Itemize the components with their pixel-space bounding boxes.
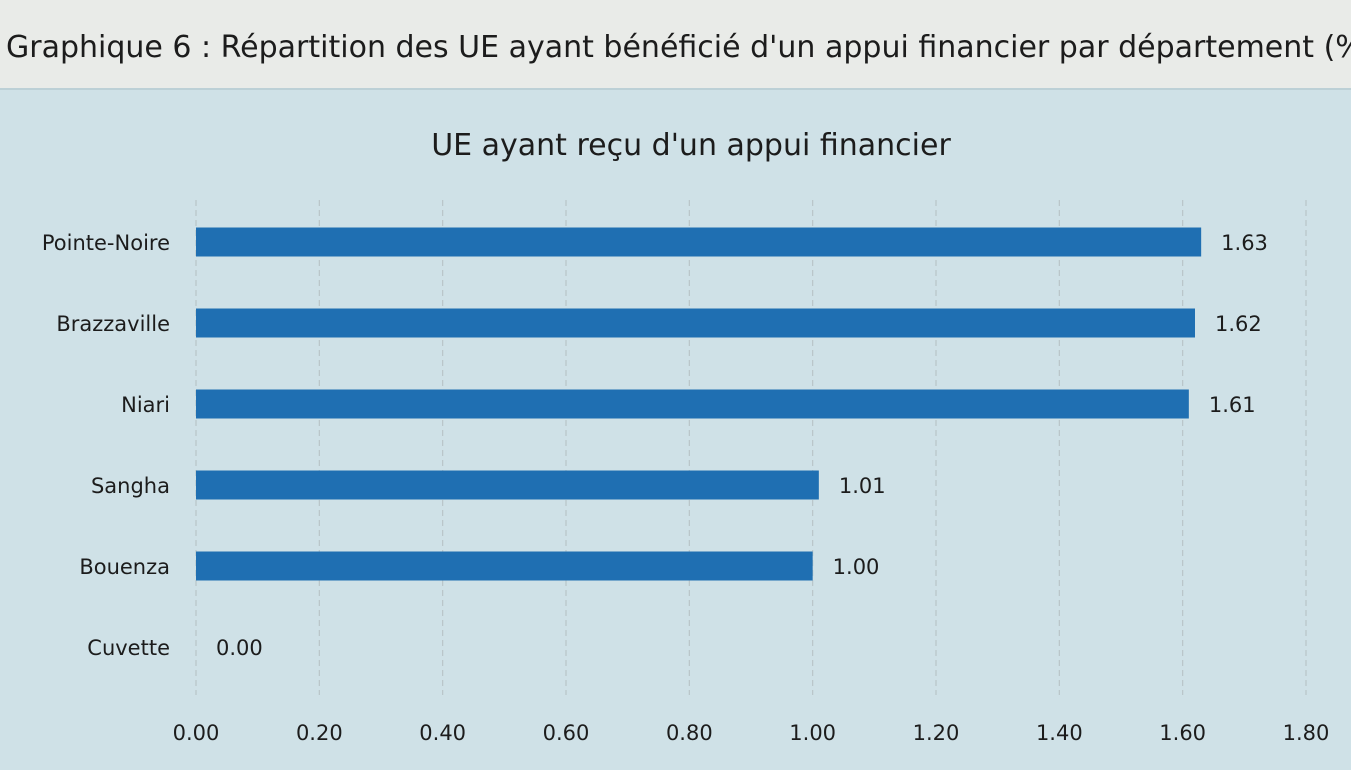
bar [196, 308, 1195, 338]
x-tick-label: 1.40 [1036, 721, 1083, 745]
x-tick-label: 0.20 [296, 721, 343, 745]
x-axis-tick-labels: 0.00 0.20 0.40 0.60 0.80 1.00 1.20 1.40 1.60 1.80 [173, 721, 1330, 745]
chart-panel: UE ayant reçu d'un appui financier Point… [0, 88, 1351, 770]
bar [196, 227, 1202, 257]
category-labels: Pointe-Noire Brazzaville Niari Sangha Bouenz… [42, 231, 170, 660]
figure-caption: Graphique 6 : Répartition des UE ayant b… [6, 30, 1351, 65]
x-tick-label: 1.00 [789, 721, 836, 745]
bar [196, 551, 813, 581]
x-tick-label: 1.60 [1159, 721, 1206, 745]
category-label: Cuvette [87, 636, 170, 660]
data-labels: 1.63 1.62 1.61 1.01 1.00 0.00 [216, 231, 1268, 660]
gridlines [195, 200, 1307, 695]
data-label: 1.01 [839, 474, 886, 498]
chart-title: UE ayant reçu d'un appui financier [431, 128, 951, 163]
x-tick-label: 0.40 [419, 721, 466, 745]
category-label: Niari [121, 393, 170, 417]
x-tick-label: 0.80 [666, 721, 713, 745]
data-label: 1.62 [1215, 312, 1262, 336]
bar [196, 470, 819, 500]
category-label: Pointe-Noire [42, 231, 170, 255]
data-label: 1.00 [833, 555, 880, 579]
data-label: 1.63 [1221, 231, 1268, 255]
category-label: Sangha [91, 474, 170, 498]
x-tick-label: 1.20 [913, 721, 960, 745]
x-tick-label: 0.00 [173, 721, 220, 745]
bar-chart: UE ayant reçu d'un appui financier Point… [42, 128, 1330, 745]
category-label: Brazzaville [56, 312, 170, 336]
bars [196, 227, 1202, 581]
data-label: 1.61 [1209, 393, 1256, 417]
data-label: 0.00 [216, 636, 263, 660]
category-label: Bouenza [79, 555, 170, 579]
x-tick-label: 1.80 [1283, 721, 1330, 745]
bar [196, 389, 1189, 419]
x-tick-label: 0.60 [543, 721, 590, 745]
